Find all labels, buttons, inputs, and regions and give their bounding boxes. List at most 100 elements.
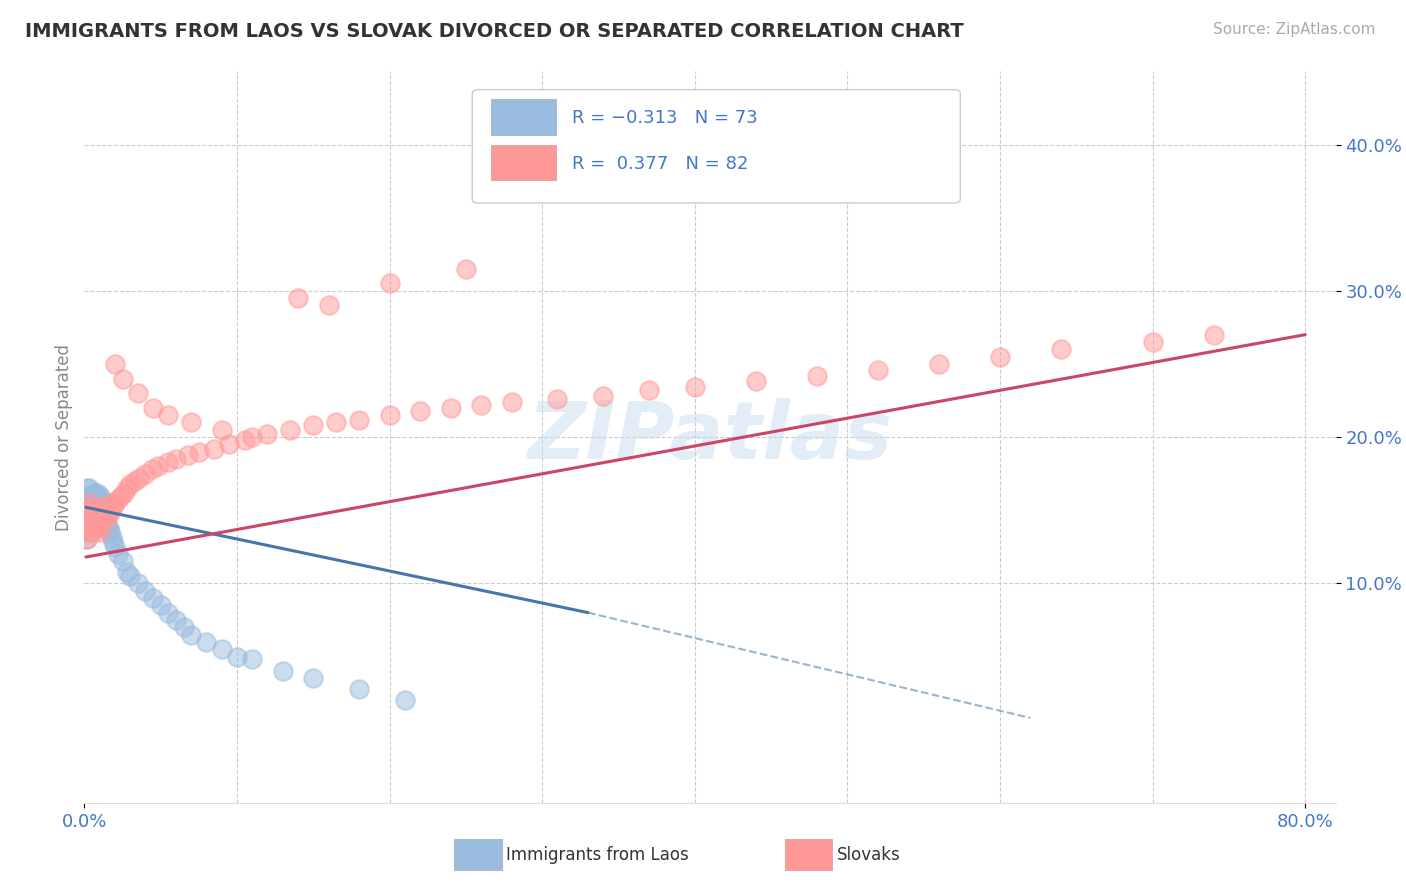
Point (86, 506, 108, 520)
FancyBboxPatch shape (472, 90, 960, 203)
Point (157, 606, 180, 620)
Point (101, 496, 124, 510)
Point (93, 496, 115, 510)
Point (76, 481, 98, 495)
Point (928, 357, 950, 371)
Point (98, 525, 121, 540)
Point (98, 506, 121, 520)
Point (211, 423, 233, 437)
Point (83, 485, 105, 500)
Point (1050, 343, 1073, 357)
Point (77, 503, 100, 517)
Point (96, 506, 118, 520)
Point (195, 635, 218, 649)
Point (104, 540, 127, 554)
Point (180, 416, 202, 430)
Point (84, 500, 107, 515)
Point (173, 620, 195, 634)
Point (77, 515, 100, 529)
Y-axis label: Divorced or Separated: Divorced or Separated (55, 343, 73, 531)
Point (93, 500, 115, 515)
Point (77, 517, 100, 532)
Point (77, 510, 100, 524)
Point (240, 430, 263, 444)
Point (146, 459, 169, 474)
Point (76, 510, 98, 524)
Point (76, 517, 98, 532)
Point (157, 408, 180, 422)
Point (226, 649, 249, 664)
Point (104, 357, 127, 371)
Point (120, 569, 142, 583)
Point (546, 392, 568, 406)
Point (96, 517, 118, 532)
Point (134, 467, 156, 481)
Point (180, 627, 202, 641)
Point (76, 496, 98, 510)
Point (218, 437, 240, 451)
Point (280, 423, 302, 437)
Point (157, 455, 180, 469)
Point (394, 693, 416, 707)
Point (271, 664, 294, 678)
Point (75, 510, 97, 524)
Point (378, 277, 401, 291)
Point (79, 521, 101, 535)
Point (177, 448, 200, 462)
Point (84, 515, 107, 529)
Point (240, 652, 263, 666)
Point (76, 533, 98, 547)
Point (97, 503, 120, 517)
Point (93, 510, 115, 524)
Point (134, 583, 156, 598)
Point (87, 496, 110, 510)
Point (287, 291, 309, 305)
Point (141, 462, 163, 476)
Point (112, 485, 135, 500)
Point (80, 491, 103, 506)
Point (501, 395, 523, 409)
Point (233, 433, 256, 447)
Point (97, 521, 120, 535)
Point (866, 363, 889, 377)
Text: IMMIGRANTS FROM LAOS VS SLOVAK DIVORCED OR SEPARATED CORRELATION CHART: IMMIGRANTS FROM LAOS VS SLOVAK DIVORCED … (25, 22, 965, 41)
Point (103, 535, 125, 549)
Point (86, 485, 108, 500)
Point (124, 474, 146, 488)
Point (104, 496, 127, 510)
Point (378, 408, 401, 422)
Point (76, 503, 98, 517)
Point (127, 576, 149, 591)
Point (96, 510, 118, 524)
Point (202, 442, 225, 456)
Point (91, 515, 114, 529)
Point (988, 350, 1011, 364)
Point (89, 525, 111, 540)
Point (80, 525, 103, 540)
Point (806, 368, 828, 383)
Point (142, 591, 165, 605)
Point (77, 525, 100, 540)
Point (90, 515, 112, 529)
Point (89, 510, 111, 524)
Point (75, 506, 97, 520)
Point (86, 521, 108, 535)
Point (83, 496, 105, 510)
Point (111, 371, 134, 385)
Point (91, 500, 114, 515)
Point (347, 681, 370, 696)
Point (84, 500, 107, 515)
Point (128, 471, 150, 485)
Point (149, 599, 172, 613)
Point (111, 554, 134, 568)
Point (1142, 334, 1164, 349)
Point (211, 642, 233, 657)
Point (94, 506, 117, 520)
Point (187, 444, 209, 458)
Point (79, 506, 101, 520)
Point (86, 506, 108, 520)
Text: Immigrants from Laos: Immigrants from Laos (506, 846, 689, 863)
Point (83, 517, 105, 532)
Point (76, 533, 98, 547)
Point (79, 491, 101, 506)
